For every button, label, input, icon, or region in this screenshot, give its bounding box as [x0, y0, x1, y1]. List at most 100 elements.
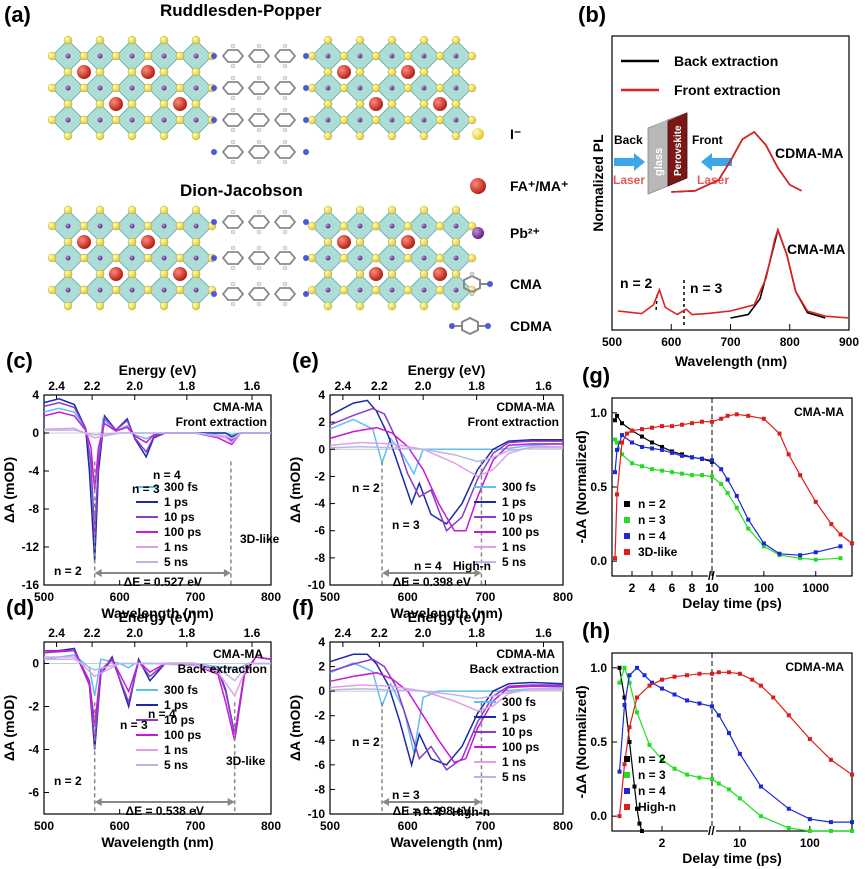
arrowhead-icon	[94, 569, 102, 577]
rp-hydrogen-atom	[230, 139, 236, 145]
kinetic-point	[685, 698, 689, 703]
dj-hydrogen-atom	[230, 229, 236, 235]
rp-cation-atom	[141, 65, 155, 79]
dj-iodide-atom	[79, 221, 89, 231]
rp-iodide-atom	[127, 35, 137, 45]
rp-iodide-atom	[467, 83, 477, 93]
kinetic-fit-line	[618, 671, 853, 817]
rp-hydrogen-atom	[256, 43, 262, 49]
structure-legend: I⁻ FA⁺/MA⁺ Pb²⁺ CMA CDMA	[449, 126, 568, 336]
dj-hydrogen-atom	[230, 265, 236, 271]
energy-tick-label: 2.2	[371, 379, 388, 393]
rp-iodide-atom	[63, 67, 73, 77]
rp-iodide-atom	[451, 35, 461, 45]
rp-lead-atom	[65, 85, 71, 91]
dj-nitrogen-atom	[211, 255, 217, 261]
rp-nitrogen-atom	[211, 53, 217, 59]
rp-lead-atom	[357, 53, 363, 59]
sample-label: CMA-MA	[213, 400, 263, 414]
rp-iodide-atom	[307, 115, 317, 125]
rp-iodide-atom	[435, 115, 445, 125]
panel-label-b: (b)	[578, 2, 606, 27]
rp-iodide-atom	[95, 131, 105, 141]
rp-iodide-atom	[371, 115, 381, 125]
dj-iodide-atom	[95, 237, 105, 247]
rp-hydrogen-atom	[230, 95, 236, 101]
legend-iodide-label: I⁻	[510, 126, 521, 142]
dj-lead-atom	[129, 255, 135, 261]
dj-hydrogen-atom	[256, 265, 262, 271]
rp-iodide-atom	[159, 35, 169, 45]
kinetic-point	[786, 826, 791, 831]
kinetic-point	[650, 425, 654, 430]
rp-nitrogen-atom	[303, 85, 309, 91]
rp-lead-atom	[325, 117, 331, 123]
ta-series-line	[329, 399, 563, 525]
cma-molecule-icon	[463, 271, 493, 297]
rp-lead-atom	[65, 117, 71, 123]
dj-cation-atom	[141, 235, 155, 249]
plot-frame-c	[43, 394, 272, 586]
kinetic-point	[620, 433, 624, 438]
peak-label: n = 2	[352, 481, 380, 495]
rp-iodide-atom	[95, 67, 105, 77]
dj-lead-atom	[389, 287, 395, 293]
dj-iodide-atom	[159, 205, 169, 215]
rp-lead-atom	[325, 85, 331, 91]
rp-hydrogen-atom	[256, 107, 262, 113]
legend-label: 300 fs	[164, 480, 198, 494]
legend-label: 300 fs	[502, 695, 536, 709]
kinetic-point	[627, 725, 632, 730]
peak-label: n = 3	[392, 788, 420, 802]
arrowhead-icon	[227, 798, 235, 806]
rp-iodide-atom	[435, 83, 445, 93]
dj-iodide-atom	[387, 301, 397, 311]
kinetic-point	[719, 482, 724, 487]
dj-lead-atom	[97, 287, 103, 293]
plot-frame-d	[43, 641, 272, 815]
x-tick-label: 8	[689, 581, 696, 595]
rp-hydrogen-atom	[282, 139, 288, 145]
x-tick-label: 600	[661, 335, 681, 349]
rp-hydrogen-atom	[282, 159, 288, 165]
dj-iodide-atom	[323, 205, 333, 215]
kinetic-point	[620, 452, 624, 457]
dj-lead-atom	[325, 223, 331, 229]
rp-benzene-ring	[273, 145, 297, 159]
rp-hydrogen-atom	[282, 63, 288, 69]
rp-iodide-atom	[467, 51, 477, 61]
kinetic-point	[660, 424, 664, 429]
dj-lead-atom	[97, 255, 103, 261]
kinetic-point	[680, 453, 684, 458]
legend-label: 300 fs	[502, 480, 536, 494]
kinetic-point	[727, 670, 732, 675]
kinetic-point	[710, 671, 714, 676]
legend-label: n = 4	[638, 529, 666, 543]
dj-iodide-atom	[467, 253, 477, 263]
kinetic-point	[635, 665, 639, 670]
rp-nitrogen-atom	[303, 149, 309, 155]
x-tick-label: 10	[733, 836, 747, 850]
kinetic-point	[798, 553, 803, 558]
kinetic-point	[850, 772, 854, 777]
energy-tick-label: 2.4	[335, 379, 352, 393]
energy-tick-label: 2.2	[371, 626, 388, 640]
rp-lead-atom	[193, 117, 199, 123]
rp-iodide-atom	[111, 115, 121, 125]
rp-iodide-atom	[191, 67, 201, 77]
peak-label: High-n	[452, 805, 490, 819]
y-tick-label: -10	[308, 807, 326, 821]
x-tick-label: 500	[602, 335, 622, 349]
legend-label: 100 ps	[164, 525, 202, 539]
peak-label: 3D-like	[226, 754, 266, 768]
rp-iodide-atom	[111, 51, 121, 61]
rp-iodide-atom	[127, 99, 137, 109]
dj-iodide-atom	[111, 285, 121, 295]
dj-iodide-atom	[323, 269, 333, 279]
pl-series-line	[617, 227, 850, 319]
rp-nitrogen-atom	[211, 149, 217, 155]
kinetic-point	[660, 686, 664, 691]
legend-label: n = 2	[638, 497, 666, 511]
kinetic-point	[719, 416, 724, 421]
inset-back-label: Back	[614, 133, 643, 147]
